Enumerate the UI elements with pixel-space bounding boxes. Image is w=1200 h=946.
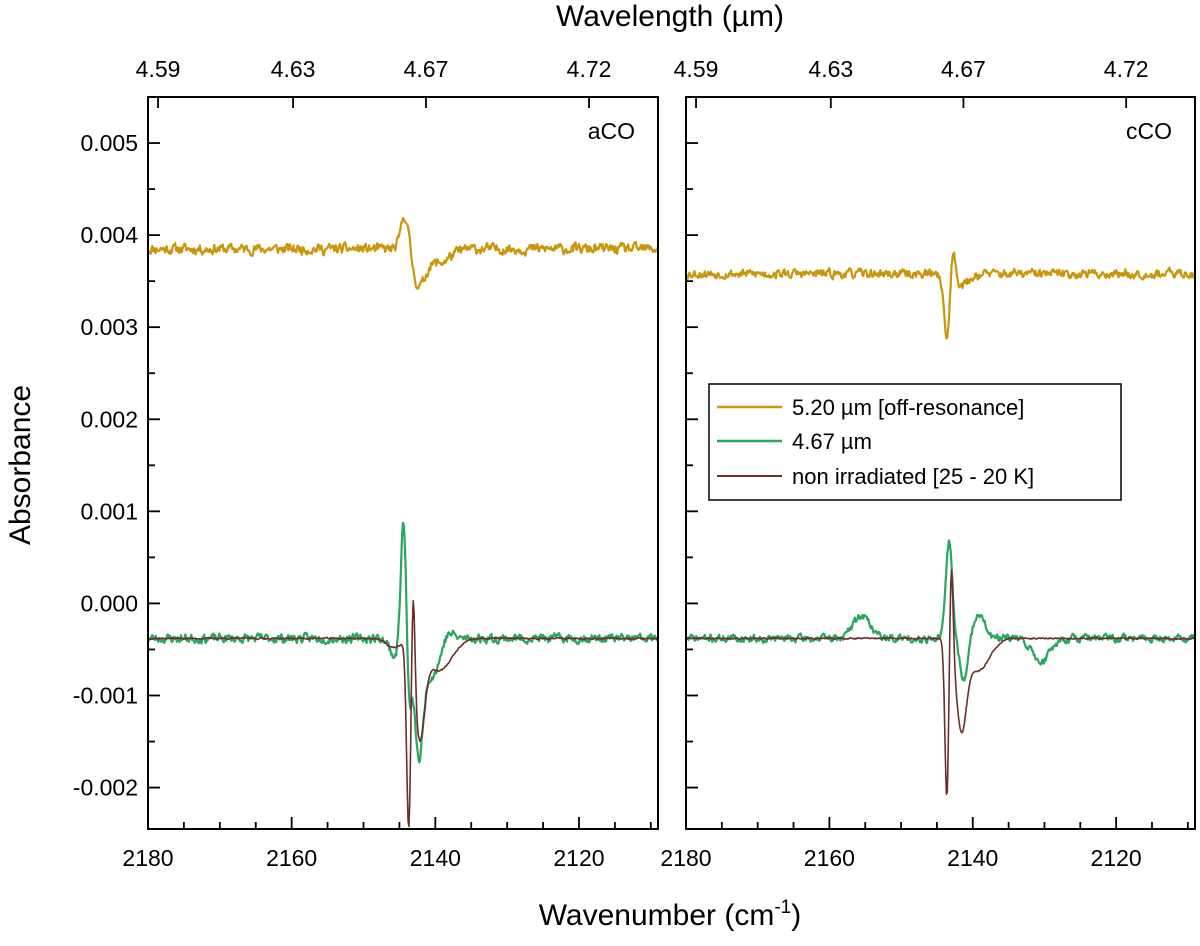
series-layer [684,251,1197,796]
panel-cco: 2180 2160 2140 2120 4.59 4.63 4.67 4.72 cCO [660,56,1197,871]
x-tick-label: 2140 [410,845,461,871]
x-tick-label: 2160 [266,845,317,871]
top-tick-label: 4.59 [136,56,181,82]
y-tick-label: 0.005 [80,130,138,156]
x-tick-label: 2120 [1091,845,1142,871]
legend-label-off-resonance: 5.20 µm [off-resonance] [792,395,1024,420]
series-line [147,521,659,764]
x-tick-label: 2140 [947,845,998,871]
x-axis-title: Wavenumber (cm-1) [539,897,802,932]
series-line [684,251,1197,340]
series-layer [147,217,660,828]
plot-frame [147,96,659,830]
x-tick-label: 2120 [553,845,604,871]
top-tick-label: 4.63 [808,56,853,82]
panel-label: aCO [588,118,635,144]
panel-label: cCO [1126,118,1172,144]
top-tick-label: 4.67 [404,56,449,82]
y-tick-label: -0.002 [73,775,138,801]
top-tick-label: 4.72 [1104,56,1149,82]
panel-aco: 2180 2160 2140 2120 4.59 4.63 4.67 4.72 -0.002 -0… [73,56,660,871]
series-line [147,599,659,828]
legend-box [708,383,1122,501]
top-tick-label: 4.63 [271,56,316,82]
x-tick-label: 2180 [660,845,711,871]
x-tick-label: 2180 [122,845,173,871]
axis-layer: 2180 2160 2140 2120 4.59 4.63 4.67 4.72 -0.002 -0… [73,56,652,871]
y-tick-label: 0.001 [80,498,138,524]
y-tick-label: 0.002 [80,406,138,432]
legend: 5.20 µm [off-resonance] 4.67 µm non irra… [708,383,1122,501]
y-tick-label: -0.001 [73,682,138,708]
x-tick-label: 2160 [804,845,855,871]
top-axis-title: Wavelength (µm) [556,0,784,33]
y-tick-label: 0.000 [80,590,138,616]
top-tick-label: 4.59 [674,56,719,82]
series-line [685,569,1196,796]
y-tick-label: 0.003 [80,314,138,340]
y-tick-label: 0.004 [80,222,138,248]
series-line [147,217,660,290]
legend-label-4-67: 4.67 µm [792,429,872,454]
series-line [684,539,1197,682]
y-axis-title: Absorbance [4,385,37,545]
plot-frame [685,96,1196,830]
top-tick-label: 4.67 [941,56,986,82]
legend-label-non-irradiated: non irradiated [25 - 20 K] [792,464,1034,489]
top-tick-label: 4.72 [567,56,612,82]
axis-layer: 2180 2160 2140 2120 4.59 4.63 4.67 4.72 [660,56,1189,871]
